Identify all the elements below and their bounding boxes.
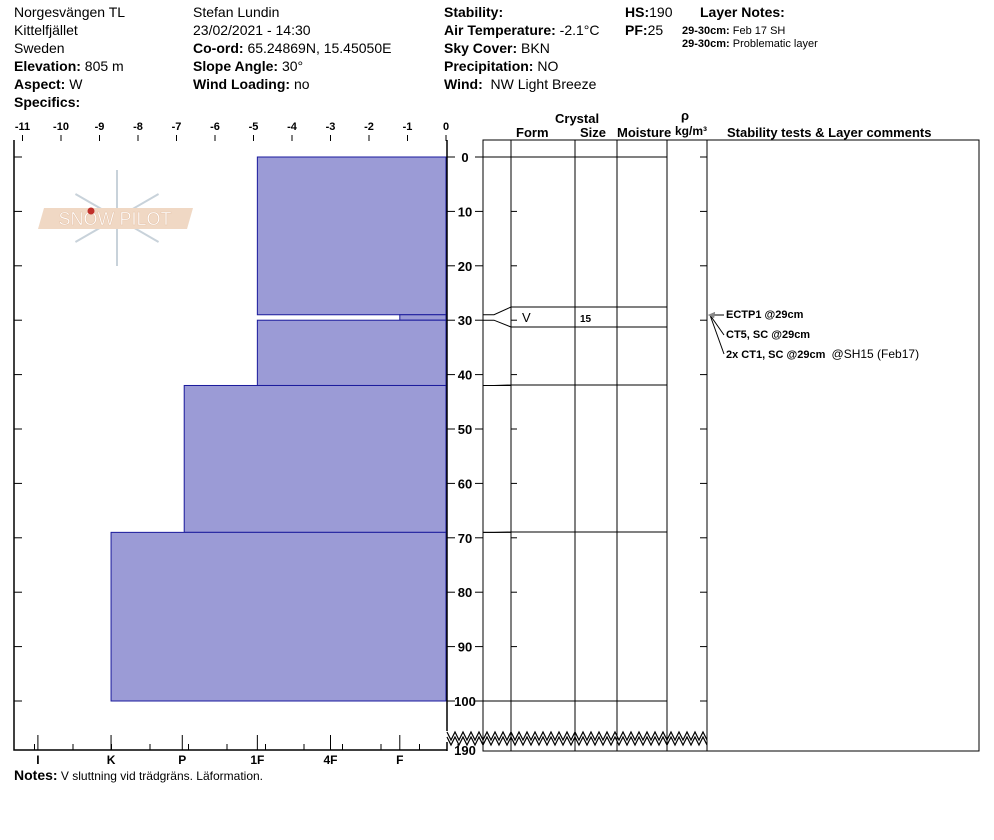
stability-pointer bbox=[709, 314, 725, 355]
depth-label: 10 bbox=[458, 204, 472, 219]
hardness-layer-bar bbox=[399, 314, 447, 321]
x-tick-label: -7 bbox=[172, 121, 182, 133]
hardness-layer-bar bbox=[110, 531, 447, 702]
x-tick-label: -4 bbox=[287, 121, 298, 133]
stability-pointer bbox=[709, 314, 725, 336]
sky-cover: Sky Cover: BKN bbox=[444, 40, 550, 56]
hardness-layer-bar bbox=[256, 319, 447, 386]
col-crystal: Crystal bbox=[555, 111, 600, 126]
country: Sweden bbox=[14, 40, 65, 56]
depth-label: 90 bbox=[458, 640, 472, 655]
notes: Notes: V sluttning vid trädgräns. Läform… bbox=[14, 767, 264, 783]
depth-label: 100 bbox=[454, 694, 476, 709]
area: Kittelfjället bbox=[14, 22, 78, 38]
col-density: kg/m³ bbox=[675, 124, 708, 138]
x-tick-label: -9 bbox=[95, 121, 105, 133]
x-tick-label: -5 bbox=[249, 121, 259, 133]
datetime: 23/02/2021 - 14:30 bbox=[193, 22, 311, 38]
depth-label: 30 bbox=[458, 313, 472, 328]
layer-connector bbox=[483, 319, 512, 328]
x-tick-label: -8 bbox=[133, 121, 143, 133]
wind: Wind: NW Light Breeze bbox=[444, 76, 597, 92]
x-tick-label: -10 bbox=[53, 121, 69, 133]
x-tick-label: -6 bbox=[210, 121, 220, 133]
col-comments: Stability tests & Layer comments bbox=[727, 125, 932, 140]
aspect: Aspect: W bbox=[14, 76, 83, 92]
hardness-label: K bbox=[107, 753, 116, 767]
col-size: Size bbox=[580, 125, 607, 140]
col-rho: ρ bbox=[681, 108, 690, 123]
hardness-label: 1F bbox=[250, 753, 264, 767]
stability-test: ECTP1 @29cm bbox=[726, 309, 804, 321]
depth-label-bottom: 190 bbox=[454, 743, 476, 758]
stability-test: 2x CT1, SC @29cm @SH15 (Feb17) bbox=[726, 347, 920, 362]
x-tick-label: -11 bbox=[15, 121, 30, 133]
hardness-layer-bar bbox=[183, 384, 447, 533]
break-zigzag bbox=[446, 730, 708, 742]
hardness-label: F bbox=[396, 753, 403, 767]
hardness-label: P bbox=[178, 753, 186, 767]
hardness-frame bbox=[13, 140, 447, 751]
depth-label: 40 bbox=[458, 368, 472, 383]
col-form: Form bbox=[516, 125, 549, 140]
col-moisture: Moisture bbox=[617, 125, 672, 140]
observer: Stefan Lundin bbox=[193, 4, 280, 20]
slope: Slope Angle: 30° bbox=[193, 58, 304, 74]
crystal-frame bbox=[482, 139, 980, 752]
specifics: Specifics: bbox=[14, 94, 81, 110]
precipitation: Precipitation: NO bbox=[444, 58, 559, 74]
hs: HS:190 bbox=[625, 4, 673, 20]
stability: Stability: bbox=[444, 4, 504, 20]
air-temp: Air Temperature: -2.1°C bbox=[444, 22, 600, 38]
x-tick-label: -2 bbox=[364, 121, 374, 133]
logo-dot bbox=[87, 207, 95, 215]
elevation: Elevation: 805 m bbox=[14, 58, 124, 74]
depth-label: 80 bbox=[458, 585, 472, 600]
x-tick-label: 0 bbox=[443, 121, 449, 133]
coord: Co-ord: 65.24869N, 15.45050E bbox=[193, 40, 392, 56]
hardness-layer-bar bbox=[256, 156, 447, 316]
stability-test: CT5, SC @29cm bbox=[726, 329, 811, 341]
layer-note: 29-30cm: Problematic layer bbox=[682, 38, 818, 50]
logo-banner bbox=[38, 208, 193, 229]
depth-label: 20 bbox=[458, 259, 472, 274]
arrow-icon bbox=[708, 312, 715, 318]
depth-label: 60 bbox=[458, 476, 472, 491]
hardness-label: I bbox=[36, 753, 39, 767]
depth-label: 0 bbox=[461, 150, 468, 165]
crystal-size: 15 bbox=[580, 314, 592, 325]
x-tick-label: -1 bbox=[403, 121, 413, 133]
logo-text: SNOW PILOT bbox=[58, 209, 171, 229]
crystal-form: V bbox=[522, 310, 531, 325]
x-tick-label: -3 bbox=[326, 121, 336, 133]
wind-loading: Wind Loading: no bbox=[193, 76, 310, 92]
depth-label: 70 bbox=[458, 531, 472, 546]
location: Norgesvängen TL bbox=[14, 4, 126, 20]
layer-note: 29-30cm: Feb 17 SH bbox=[682, 25, 786, 37]
layer-connector bbox=[483, 306, 512, 316]
break-zigzag bbox=[446, 735, 708, 747]
pf: PF:25 bbox=[625, 22, 664, 38]
hardness-label: 4F bbox=[323, 753, 337, 767]
layer-notes-title: Layer Notes: bbox=[700, 4, 785, 20]
depth-label: 50 bbox=[458, 422, 472, 437]
